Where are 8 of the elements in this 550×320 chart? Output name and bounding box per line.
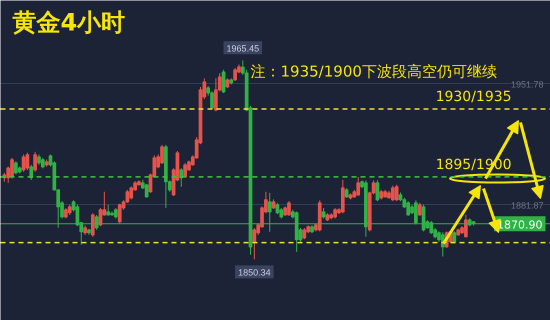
y-tick-label: 1951.78 xyxy=(510,79,544,90)
annotation: 1930/1935 xyxy=(436,88,512,105)
annotation: 1965.45 xyxy=(226,43,260,54)
annotation: 注：1935/1900下波段高空仍可继续 xyxy=(250,62,497,80)
y-tick-label: 1881.87 xyxy=(510,200,544,210)
ref-line-label: 1870.90 xyxy=(497,218,543,232)
chart-title: 黄金4小时 xyxy=(12,8,126,36)
annotation: 1850.34 xyxy=(238,267,271,278)
